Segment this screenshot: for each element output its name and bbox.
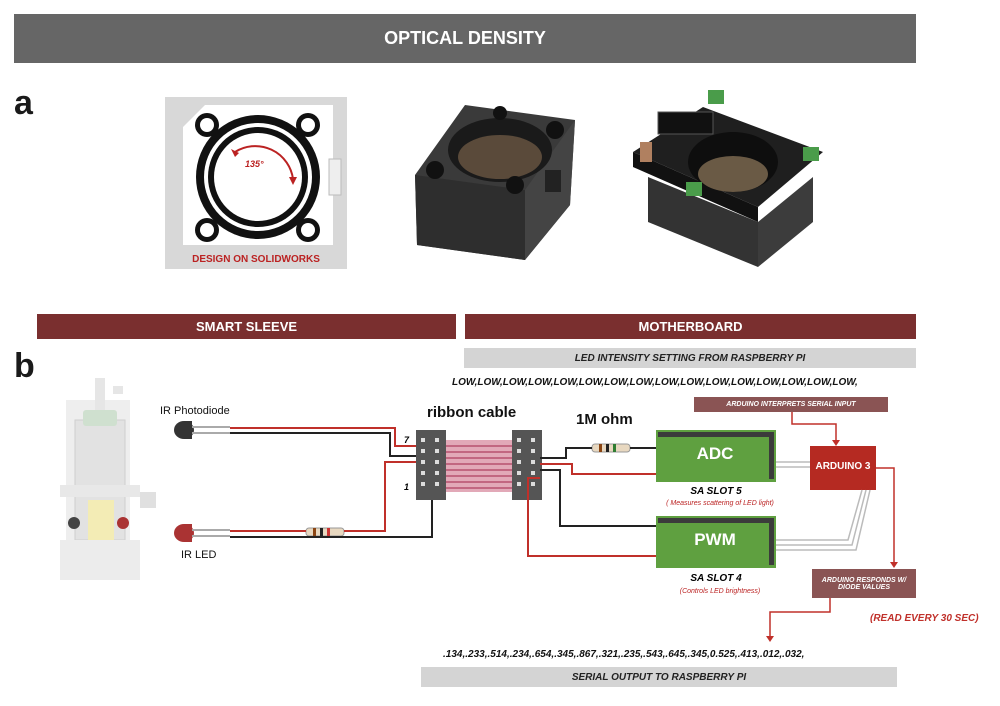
solidworks-design-image: 135° DESIGN ON SOLIDWORKS xyxy=(165,97,347,269)
sa-slot-4-label: SA SLOT 4 xyxy=(690,573,742,584)
sa-slot-5-note: ( Measures scattering of LED light) xyxy=(666,500,774,507)
smart-sleeve-illustration xyxy=(60,378,156,580)
arduino-label: ARDUINO 3 xyxy=(815,461,871,472)
pwm-label: PWM xyxy=(694,530,736,549)
ir-photodiode-label: IR Photodiode xyxy=(160,405,230,417)
led-resistor xyxy=(305,527,345,537)
printed-holder-photo xyxy=(405,95,580,265)
angle-label: 135° xyxy=(245,159,264,169)
smart-sleeve-header: SMART SLEEVE xyxy=(37,314,456,339)
ir-photodiode-symbol xyxy=(174,421,230,439)
one-megaohm-resistor xyxy=(591,443,631,453)
arduino-box xyxy=(810,446,876,490)
pin-1-label: 1 xyxy=(404,482,410,492)
ribbon-cable-label: ribbon cable xyxy=(427,404,517,421)
adc-board xyxy=(656,430,776,482)
panel-letter-b: b xyxy=(14,347,35,385)
panel-letter-a: a xyxy=(14,84,33,122)
pin-7-label: 7 xyxy=(404,435,410,445)
read-interval-label: (READ EVERY 30 SEC) xyxy=(870,613,979,624)
adc-label: ADC xyxy=(696,444,734,463)
assembled-board-photo xyxy=(618,82,830,272)
sa-slot-5-label: SA SLOT 5 xyxy=(690,486,742,497)
left-ribbon-connector xyxy=(416,430,446,500)
serial-values-string: .134,.233,.514,.234,.654,.345,.867,.321,… xyxy=(443,649,805,660)
arduino-interprets-label: ARDUINO INTERPRETS SERIAL INPUT xyxy=(694,397,888,412)
ir-led-label: IR LED xyxy=(181,549,217,561)
resistor-label: 1M ohm xyxy=(576,411,633,428)
serial-output-label: SERIAL OUTPUT TO RASPBERRY PI xyxy=(421,667,897,687)
arduino-responds-label: ARDUINO RESPONDS W/ DIODE VALUES xyxy=(812,569,916,598)
motherboard-header: MOTHERBOARD xyxy=(465,314,916,339)
led-intensity-setting-label: LED INTENSITY SETTING FROM RASPBERRY PI xyxy=(464,348,916,368)
low-command-string: LOW,LOW,LOW,LOW,LOW,LOW,LOW,LOW,LOW,LOW,… xyxy=(452,377,858,388)
pwm-board xyxy=(656,516,776,568)
sa-slot-4-note: (Controls LED brightness) xyxy=(679,588,761,595)
page-title: OPTICAL DENSITY xyxy=(14,14,916,63)
ir-led-symbol xyxy=(174,524,230,542)
design-caption: DESIGN ON SOLIDWORKS xyxy=(192,254,320,265)
ribbon-cable xyxy=(446,440,512,492)
